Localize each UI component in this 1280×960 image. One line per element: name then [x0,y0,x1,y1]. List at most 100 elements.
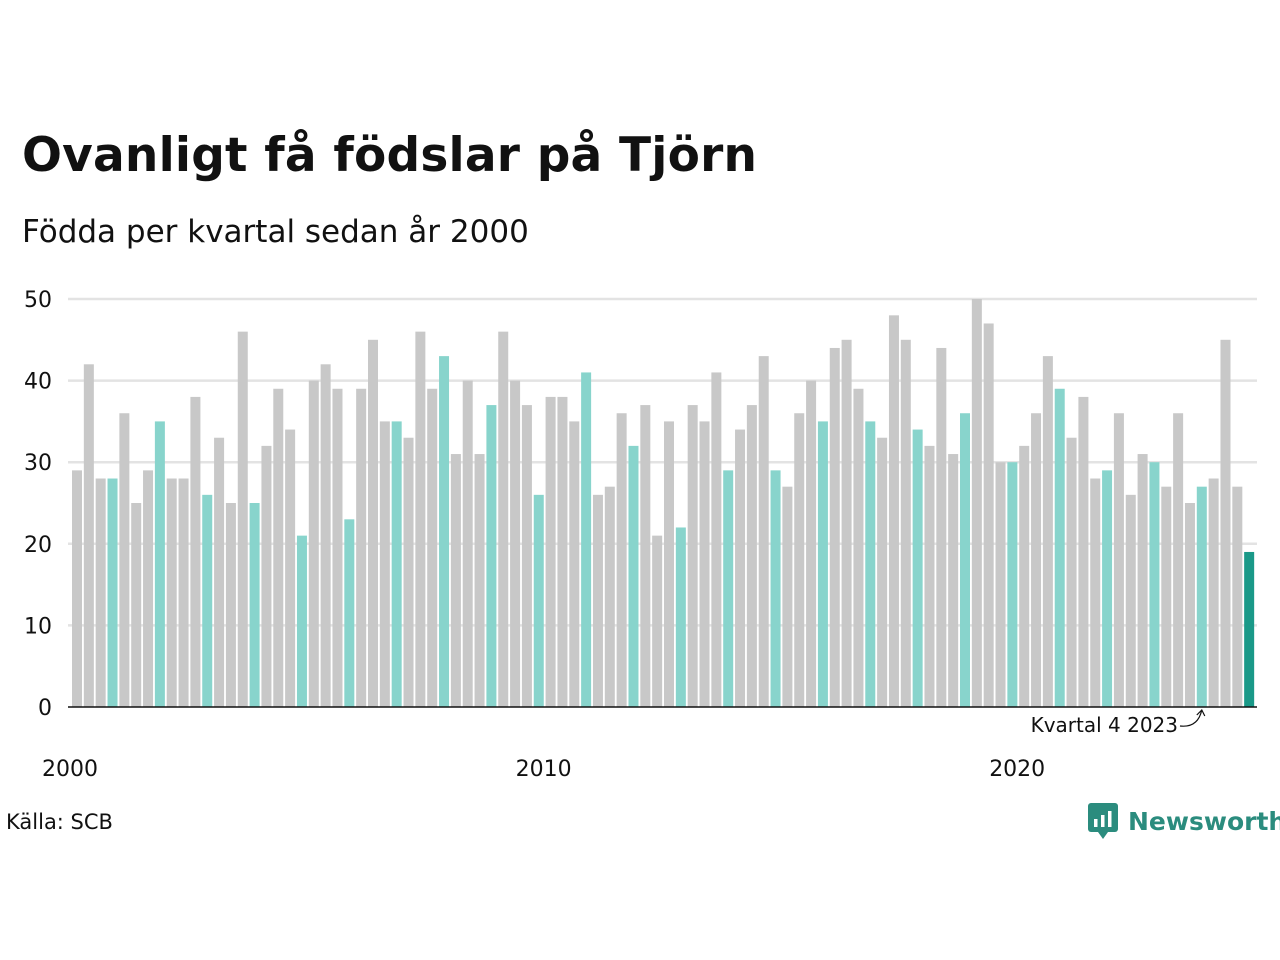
bar [1125,494,1136,707]
bar [261,445,272,707]
bar [1078,396,1089,707]
bar [533,494,544,707]
bar [178,478,189,707]
bar [83,364,94,707]
x-tick-label: 2020 [989,757,1045,782]
bar [510,380,521,707]
bar [877,437,888,707]
bar [403,437,414,707]
bar [273,388,284,707]
bar [521,405,532,707]
bar [1054,388,1065,707]
bar [770,470,781,707]
bar [912,429,923,707]
bar [687,405,698,707]
bar [72,470,82,707]
bar [143,470,154,707]
bar [699,421,710,707]
bar [427,388,438,707]
bar [888,315,899,707]
bar [296,535,307,707]
bar [616,413,627,707]
bar [1149,462,1160,707]
bar [806,380,817,707]
bar [557,396,568,707]
bar [664,421,674,707]
bar [735,429,746,707]
bar [723,470,734,707]
bar [592,494,603,707]
bar [581,372,592,707]
bar [1137,454,1148,707]
bar [1102,470,1113,707]
bar [652,535,663,707]
newsworthy-logo-icon [1088,803,1118,839]
bar [1066,437,1077,707]
bar [202,494,213,707]
bar [1113,413,1124,707]
bar [486,405,497,707]
chart-title: Ovanligt få födslar på Tjörn [22,128,758,183]
bar [936,347,947,707]
bar [131,503,142,707]
bar [166,478,177,707]
bar [498,331,509,707]
bar [924,445,935,707]
bar [119,413,130,707]
bar [853,388,864,707]
bar [237,331,248,707]
bar [214,437,225,707]
bar [320,364,331,707]
bar [711,372,722,707]
bar [983,323,994,707]
brand-name: Newsworthy [1128,806,1280,836]
bar [628,445,639,707]
bar [865,421,876,707]
bar [640,405,651,707]
y-tick-label: 30 [24,451,52,476]
bar [332,388,343,707]
y-tick-label: 50 [24,288,52,313]
bar [1232,486,1243,707]
bars [72,299,1255,707]
bar [379,421,390,707]
bar [368,339,378,707]
bar [225,503,236,707]
chart-subtitle: Födda per kvartal sedan år 2000 [22,214,529,250]
bar [746,405,757,707]
bar [1007,462,1018,707]
bar [391,421,402,707]
y-tick-label: 40 [24,370,52,395]
bar [1220,339,1231,707]
bar [900,339,911,707]
bar [415,331,426,707]
bar [1184,503,1195,707]
bar [841,339,852,707]
bar [948,454,959,707]
bar [995,462,1006,707]
bar [308,380,319,707]
bar [794,413,805,707]
bar [1031,413,1042,707]
y-axis-ticks: 0 10 20 30 40 50 [24,288,52,721]
bar [1019,445,1030,707]
latest-quarter-annotation: Kvartal 4 2023 [1031,713,1178,737]
bar [1042,356,1053,707]
bar [569,421,580,707]
bar [1244,551,1255,707]
bar [1208,478,1219,707]
y-tick-label: 0 [38,696,52,721]
bar [782,486,793,707]
bar [1090,478,1101,707]
bar [758,356,769,707]
bar [1196,486,1207,707]
source-note: Källa: SCB [6,810,113,834]
bar [154,421,165,707]
bar [675,527,686,707]
annotation-arrow-icon [1179,708,1206,727]
bar [344,519,355,707]
bar [474,454,485,707]
bar [95,478,106,707]
bar [971,299,982,707]
x-tick-label: 2000 [42,757,98,782]
